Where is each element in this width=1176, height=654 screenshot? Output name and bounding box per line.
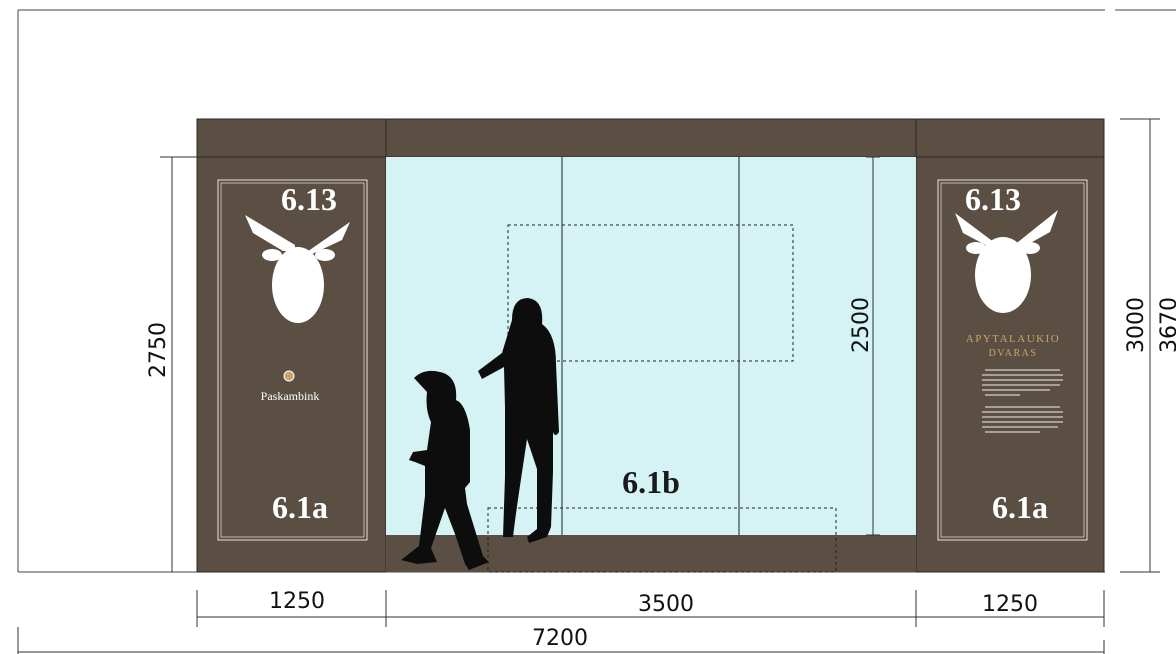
dimension-label: 3500 xyxy=(638,592,694,617)
code-label: 6.1a xyxy=(992,489,1048,525)
dimension-label: 1250 xyxy=(982,592,1038,617)
dashed-area xyxy=(487,507,837,573)
glass xyxy=(386,157,916,535)
code-label: 6.13 xyxy=(965,181,1021,217)
dimension-label: 2750 xyxy=(146,322,171,378)
top-band xyxy=(196,118,387,158)
top-band xyxy=(385,118,917,158)
code-label: 6.13 xyxy=(281,181,337,217)
dimension-label: 3670 xyxy=(1157,297,1176,353)
brand-name: DVARAS xyxy=(989,348,1038,359)
dashed-area xyxy=(507,224,794,362)
left-panel xyxy=(196,156,387,573)
moose-icon xyxy=(245,215,350,323)
button-label: Paskambink xyxy=(261,389,320,403)
dimension-label: 1250 xyxy=(269,589,325,614)
dimension-label: 2500 xyxy=(849,297,874,353)
top-band xyxy=(915,118,1105,158)
frame xyxy=(17,9,1176,573)
dimension-lines xyxy=(17,118,1160,654)
code-label: 6.1a xyxy=(272,489,328,525)
dimension-label: 7200 xyxy=(532,626,588,651)
call-button[interactable] xyxy=(283,370,295,382)
panel-border xyxy=(940,182,1085,538)
moose-icon xyxy=(955,210,1058,313)
code-label: 6.1b xyxy=(622,464,680,500)
panel-border xyxy=(217,179,368,541)
dimension-label: 3000 xyxy=(1124,297,1149,353)
people-silhouette xyxy=(401,298,559,570)
brand-name: APYTALAUKIO xyxy=(966,333,1060,345)
panel-border xyxy=(220,182,365,538)
right-panel xyxy=(915,156,1105,573)
text-block xyxy=(982,369,1063,433)
panel-border xyxy=(937,179,1088,541)
